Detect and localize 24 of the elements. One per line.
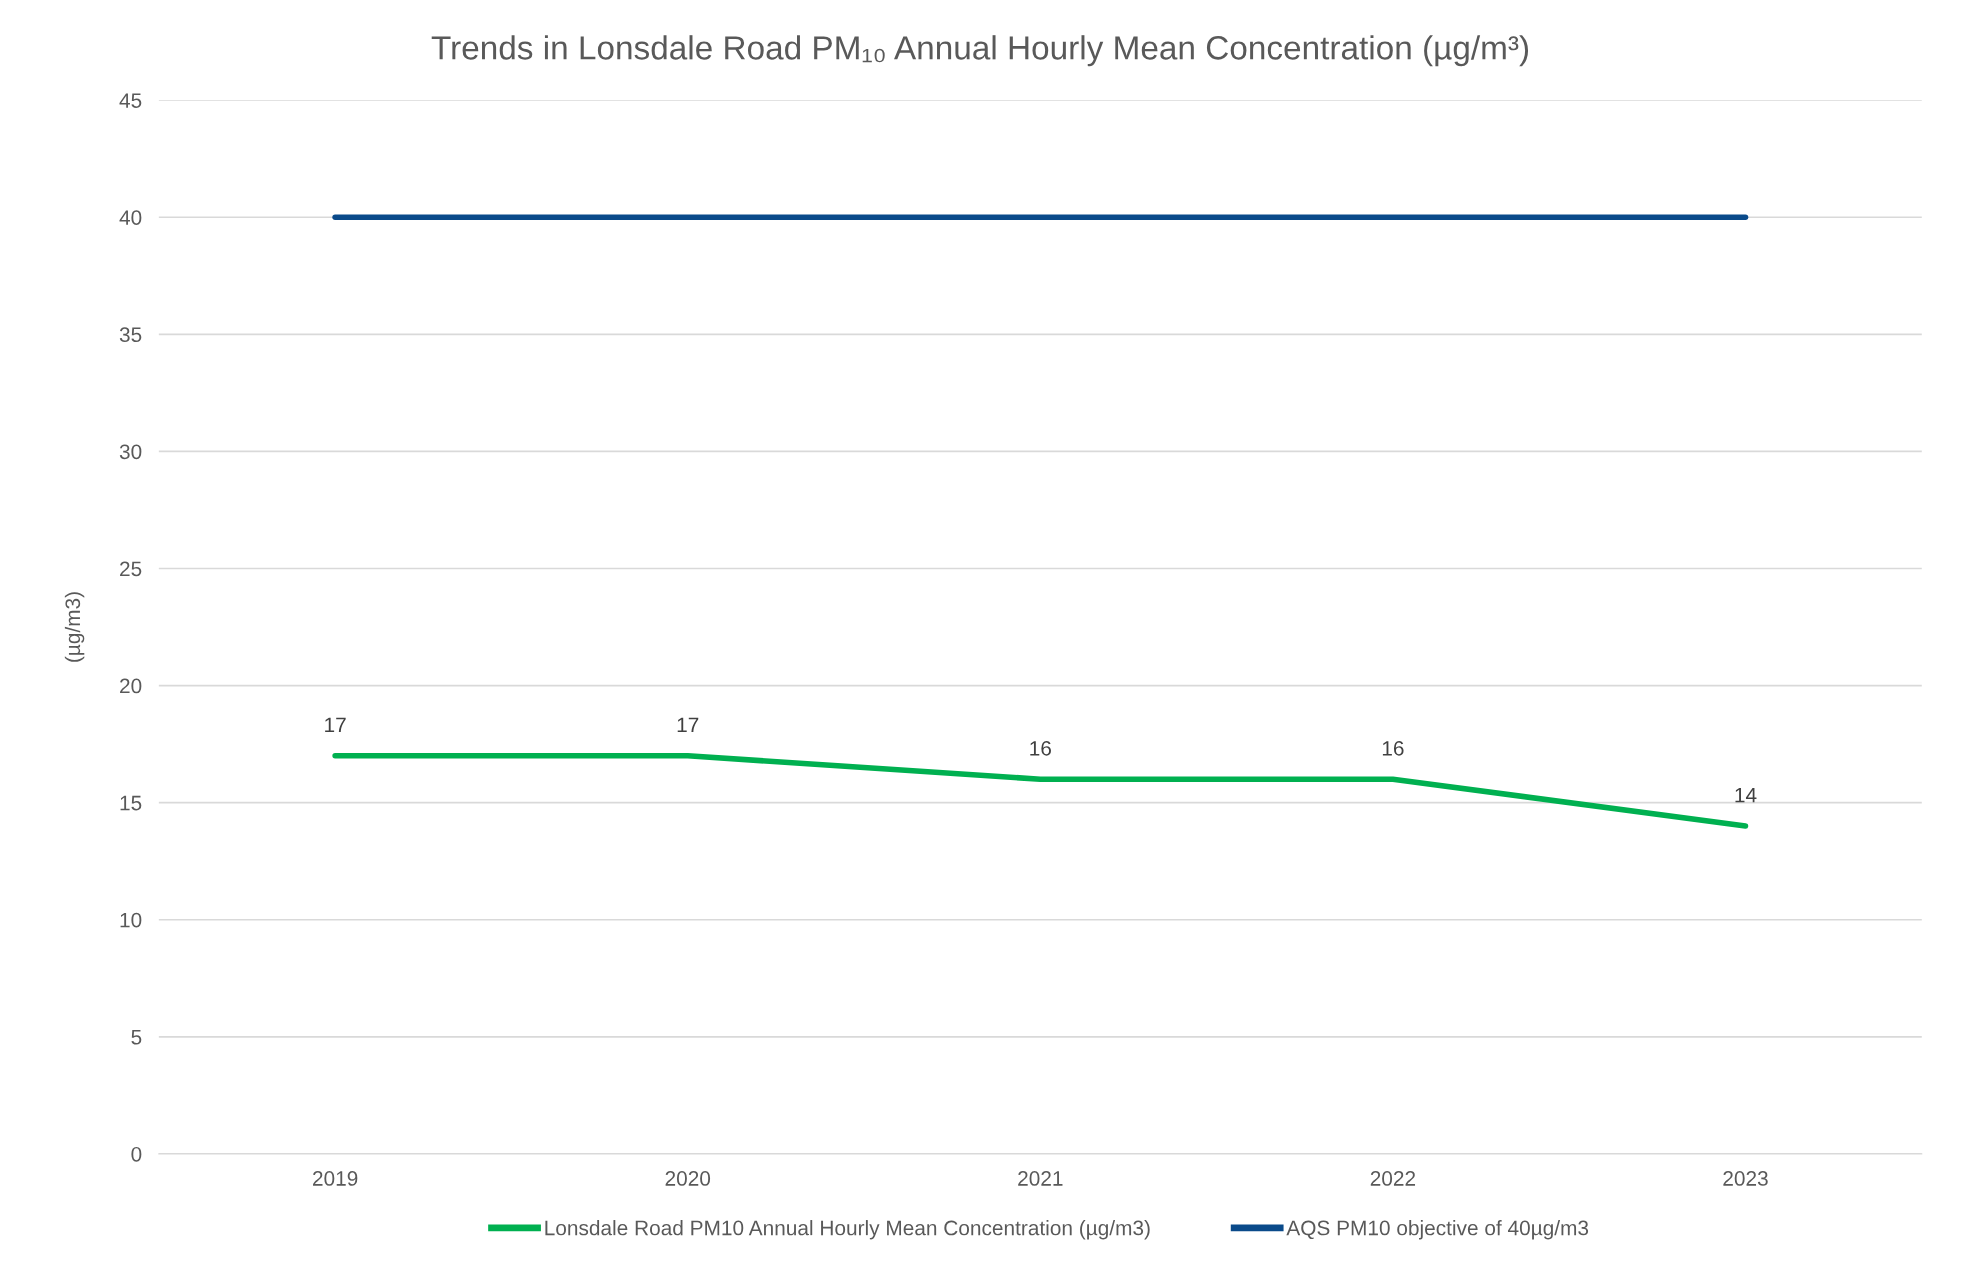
x-tick-label: 2023 (1723, 1171, 1768, 1186)
x-tick-label: 2022 (1370, 1171, 1416, 1186)
legend-label: AQS PM10 objective of 40µg/m3 (1286, 1220, 1589, 1240)
chart-title: Trends in Lonsdale Road PM₁₀ Annual Hourly Mean Concentration (µg/m³) (431, 35, 1529, 67)
data-label: 17 (325, 717, 346, 733)
y-tick-label: 40 (119, 210, 142, 225)
y-tick-label: 25 (120, 561, 142, 577)
y-tick-label: 5 (131, 1030, 142, 1045)
y-tick-label: 35 (119, 327, 142, 343)
y-tick-label: 10 (120, 912, 142, 928)
x-tick-label: 2021 (1018, 1171, 1063, 1186)
legend-label: Lonsdale Road PM10 Annual Hourly Mean Concentration (µg/m3) (545, 1220, 1150, 1240)
data-label: 16 (1030, 740, 1051, 756)
x-tick-label: 2019 (313, 1171, 358, 1186)
y-tick-label: 45 (119, 93, 142, 108)
x-tick-label: 2020 (665, 1171, 711, 1186)
y-tick-label: 0 (131, 1146, 142, 1162)
data-label: 16 (1382, 740, 1404, 756)
y-axis-title: (µg/m3) (64, 592, 85, 662)
y-tick-label: 20 (120, 678, 142, 694)
data-label: 14 (1735, 787, 1757, 803)
y-tick-label: 15 (120, 795, 142, 811)
y-tick-label: 30 (119, 444, 142, 460)
data-label: 17 (677, 717, 699, 733)
